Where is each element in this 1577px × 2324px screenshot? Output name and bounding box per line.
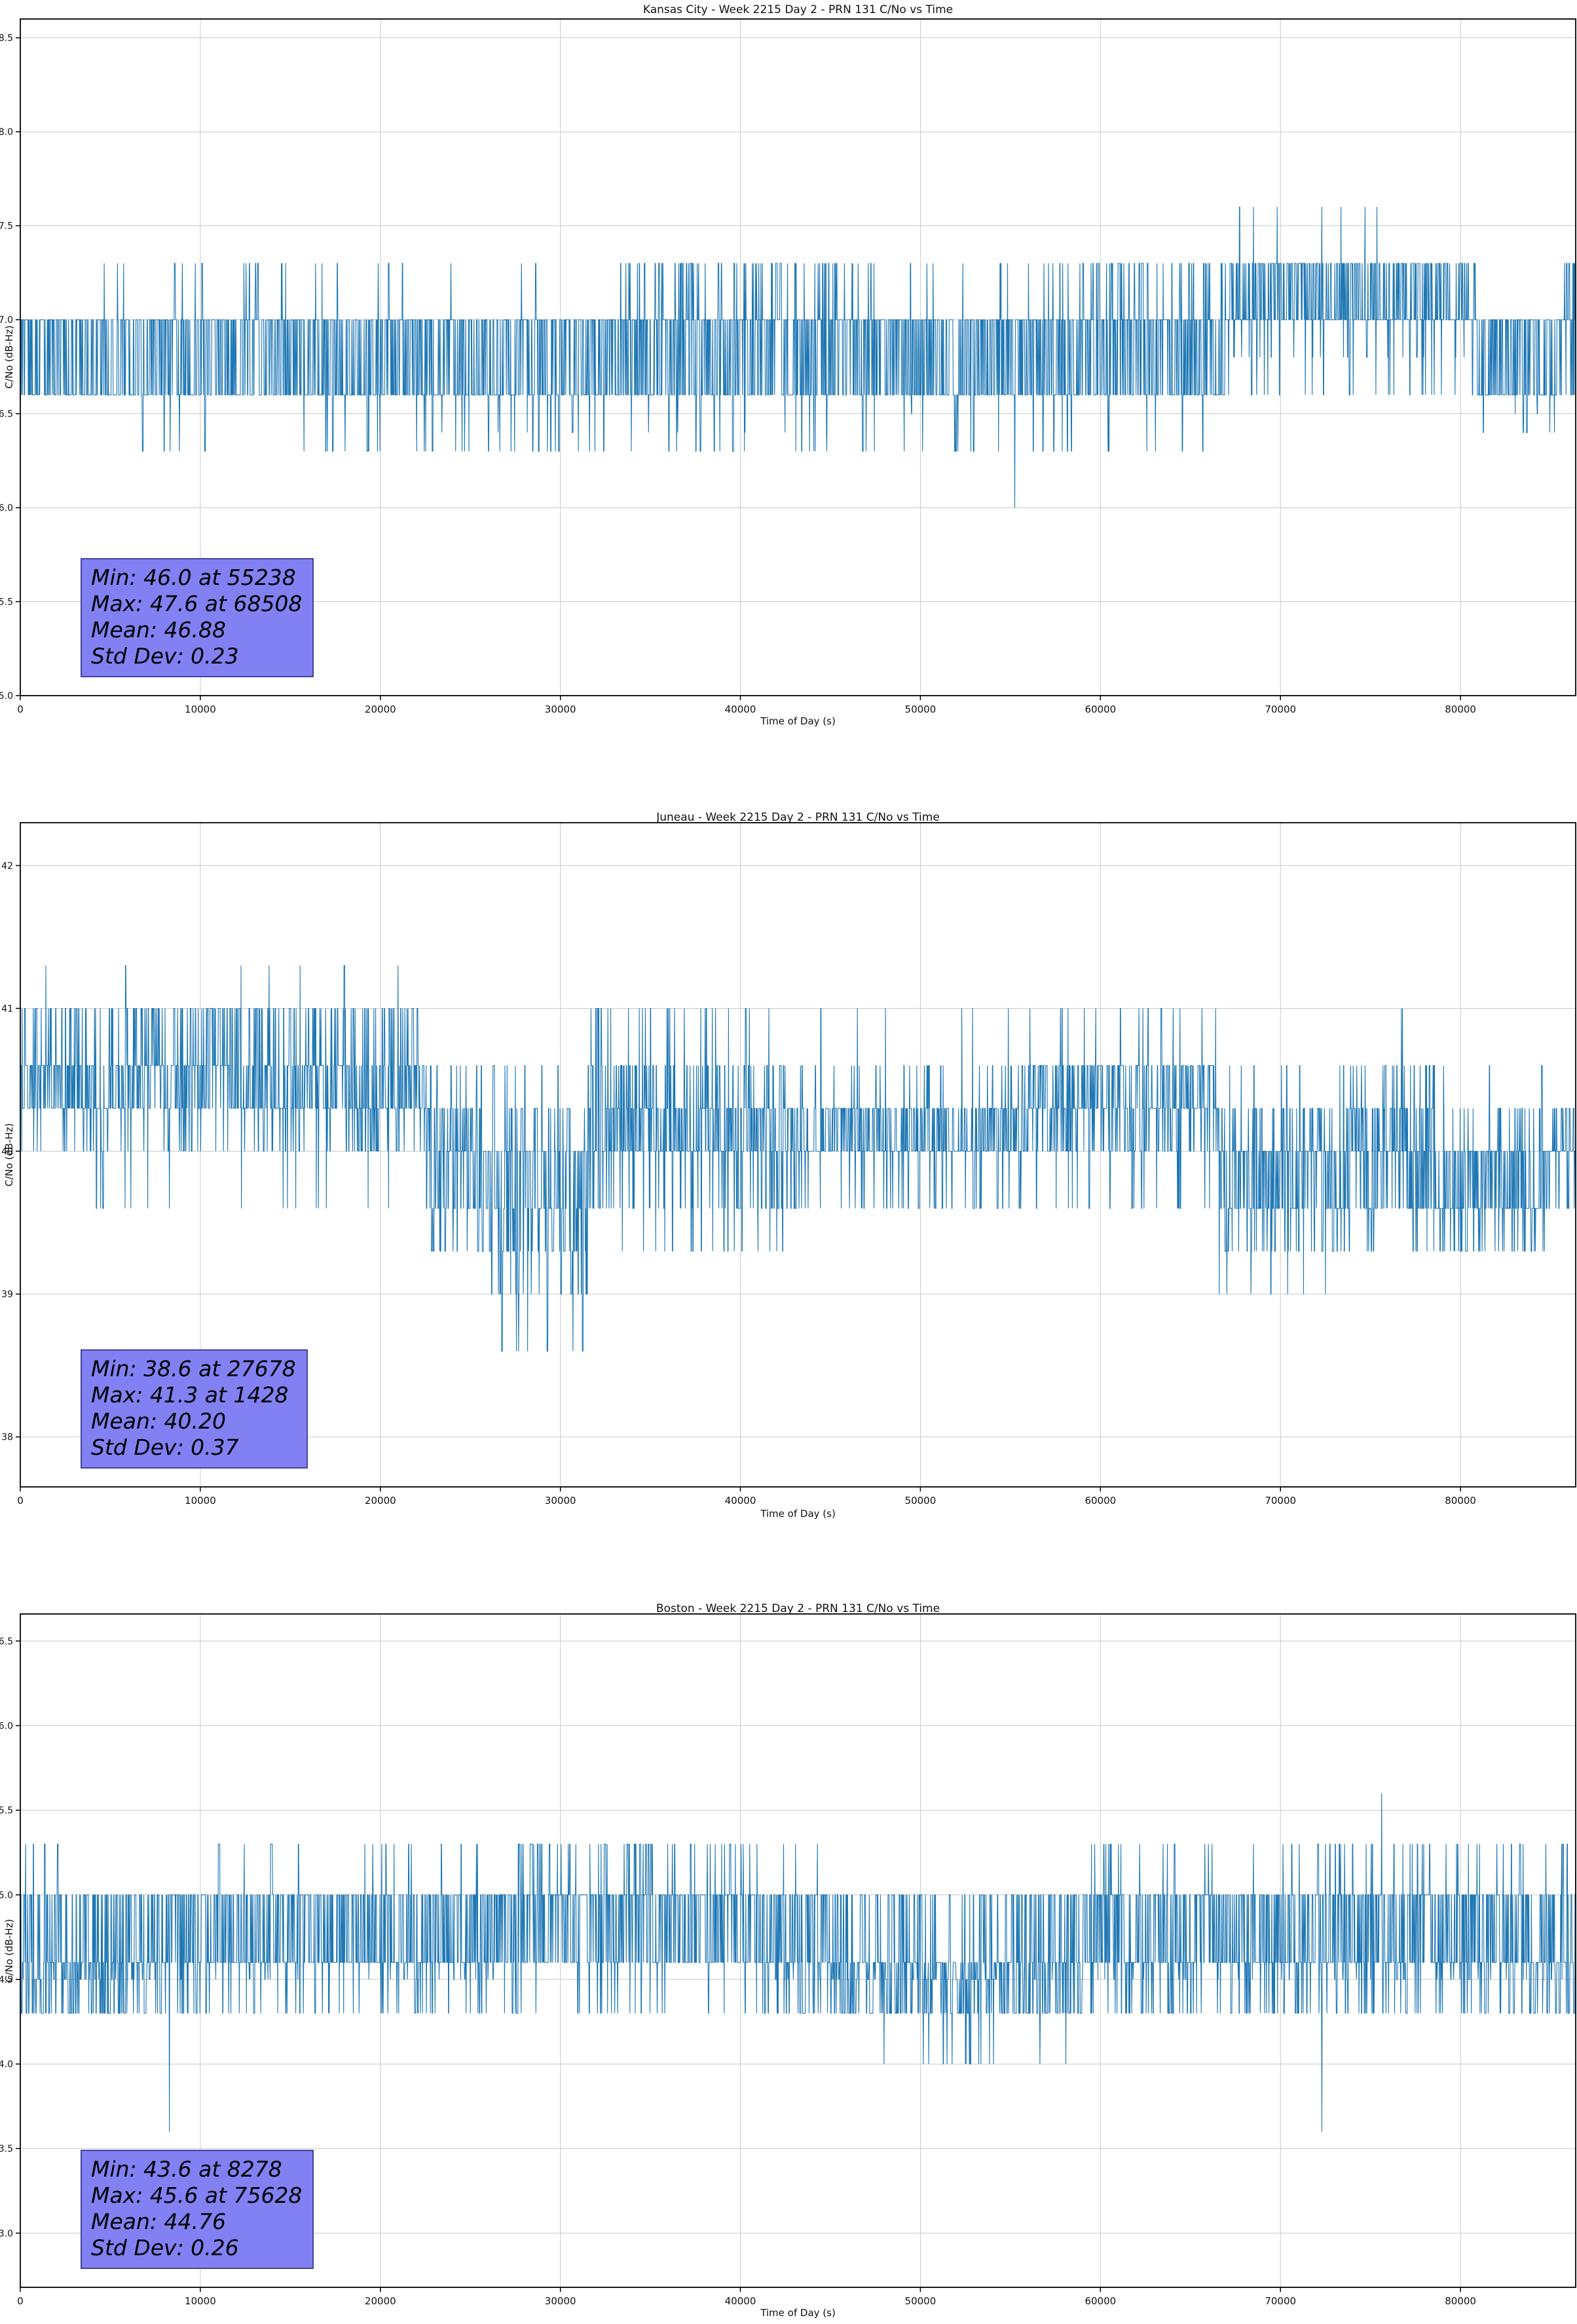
- svg-text:70000: 70000: [1265, 2295, 1296, 2307]
- svg-text:44.0: 44.0: [0, 2059, 13, 2070]
- svg-text:60000: 60000: [1085, 2295, 1116, 2307]
- y-axis-label: C/No (dB-Hz): [3, 1123, 15, 1187]
- svg-text:40000: 40000: [725, 1495, 756, 1507]
- svg-text:40: 40: [1, 1147, 13, 1157]
- svg-text:45.5: 45.5: [0, 1806, 13, 1816]
- svg-text:45.5: 45.5: [0, 597, 13, 608]
- svg-text:43.5: 43.5: [0, 2144, 13, 2154]
- stats-annotation: Min: 43.6 at 8278 Max: 45.6 at 75628 Mea…: [81, 2150, 314, 2269]
- svg-text:0: 0: [17, 703, 24, 715]
- stats-line-stddev: Std Dev: 0.37: [91, 1434, 239, 1460]
- stats-line-mean: Mean: 46.88: [91, 617, 226, 643]
- y-axis-label: C/No (dB-Hz): [3, 325, 15, 389]
- figure-boston: 0 10000 20000 30000 40000 50000 60000 70000 8000…: [0, 1601, 1577, 2324]
- svg-text:44.5: 44.5: [0, 1975, 13, 1985]
- svg-text:50000: 50000: [905, 1495, 937, 1507]
- stats-line-max: Max: 45.6 at 75628: [91, 2183, 303, 2208]
- figure-kansas-city: 0 10000 20000 30000 40000 50000 60000 70000 8000…: [0, 0, 1577, 753]
- stats-line-mean: Mean: 40.20: [91, 1408, 226, 1434]
- svg-text:20000: 20000: [365, 2295, 396, 2307]
- plot-canvas: 0 10000 20000 30000 40000 50000 60000 70000 8000…: [0, 18, 1576, 715]
- svg-text:40000: 40000: [725, 703, 756, 715]
- svg-text:30000: 30000: [545, 1495, 576, 1507]
- chart-title: Boston - Week 2215 Day 2 - PRN 131 C/No …: [656, 1602, 940, 1615]
- svg-text:47.0: 47.0: [0, 315, 13, 326]
- svg-text:0: 0: [17, 2295, 24, 2307]
- svg-text:45.0: 45.0: [0, 1890, 13, 1901]
- svg-text:42: 42: [1, 861, 13, 871]
- svg-text:10000: 10000: [185, 703, 216, 715]
- svg-text:20000: 20000: [365, 1495, 396, 1507]
- stats-line-max: Max: 41.3 at 1428: [91, 1382, 289, 1408]
- svg-text:30000: 30000: [545, 2295, 576, 2307]
- svg-text:10000: 10000: [185, 1495, 216, 1507]
- svg-text:50000: 50000: [905, 2295, 937, 2307]
- svg-text:60000: 60000: [1085, 703, 1116, 715]
- x-axis-label: Time of Day (s): [760, 715, 836, 727]
- stats-annotation: Min: 38.6 at 27678 Max: 41.3 at 1428 Mea…: [81, 1349, 308, 1469]
- svg-text:46.0: 46.0: [0, 1721, 13, 1732]
- svg-text:40000: 40000: [725, 2295, 756, 2307]
- x-axis-label: Time of Day (s): [760, 2307, 836, 2319]
- y-axis-label: C/No (dB-Hz): [3, 1919, 15, 1983]
- svg-text:41: 41: [1, 1004, 13, 1015]
- stats-line-min: Min: 46.0 at 55238: [91, 565, 296, 590]
- svg-text:46.5: 46.5: [0, 409, 13, 420]
- chart-title: Kansas City - Week 2215 Day 2 - PRN 131 …: [642, 3, 954, 16]
- stats-line-mean: Mean: 44.76: [91, 2209, 226, 2234]
- svg-text:30000: 30000: [545, 703, 576, 715]
- stats-line-max: Max: 47.6 at 68508: [91, 591, 303, 616]
- svg-text:46.0: 46.0: [0, 503, 13, 514]
- svg-text:0: 0: [17, 1495, 24, 1507]
- svg-text:10000: 10000: [185, 2295, 216, 2307]
- svg-text:80000: 80000: [1445, 1495, 1476, 1507]
- stats-line-stddev: Std Dev: 0.26: [91, 2235, 239, 2260]
- svg-text:38: 38: [1, 1433, 13, 1443]
- svg-text:70000: 70000: [1265, 703, 1296, 715]
- svg-text:47.5: 47.5: [0, 221, 13, 232]
- chart-title: Juneau - Week 2215 Day 2 - PRN 131 C/No …: [656, 811, 940, 824]
- stats-line-min: Min: 43.6 at 8278: [91, 2156, 282, 2182]
- svg-text:48.5: 48.5: [0, 33, 13, 44]
- stats-line-stddev: Std Dev: 0.23: [91, 643, 239, 669]
- svg-text:20000: 20000: [365, 703, 396, 715]
- svg-text:60000: 60000: [1085, 1495, 1116, 1507]
- svg-text:50000: 50000: [905, 703, 937, 715]
- plot-canvas: 0 10000 20000 30000 40000 50000 60000 70000 8000…: [1, 822, 1576, 1507]
- figure-juneau: 0 10000 20000 30000 40000 50000 60000 70000 8000…: [0, 810, 1577, 1543]
- svg-text:48.0: 48.0: [0, 127, 13, 138]
- svg-text:70000: 70000: [1265, 1495, 1296, 1507]
- svg-text:45.0: 45.0: [0, 691, 13, 702]
- stats-annotation: Min: 46.0 at 55238 Max: 47.6 at 68508 Me…: [81, 558, 314, 677]
- x-axis-label: Time of Day (s): [760, 1508, 836, 1520]
- plot-canvas: 0 10000 20000 30000 40000 50000 60000 70000 8000…: [0, 1613, 1576, 2307]
- svg-text:46.5: 46.5: [0, 1636, 13, 1647]
- svg-text:39: 39: [1, 1290, 13, 1300]
- svg-text:80000: 80000: [1445, 703, 1476, 715]
- stats-line-min: Min: 38.6 at 27678: [91, 1356, 296, 1381]
- svg-text:43.0: 43.0: [0, 2228, 13, 2239]
- svg-text:80000: 80000: [1445, 2295, 1476, 2307]
